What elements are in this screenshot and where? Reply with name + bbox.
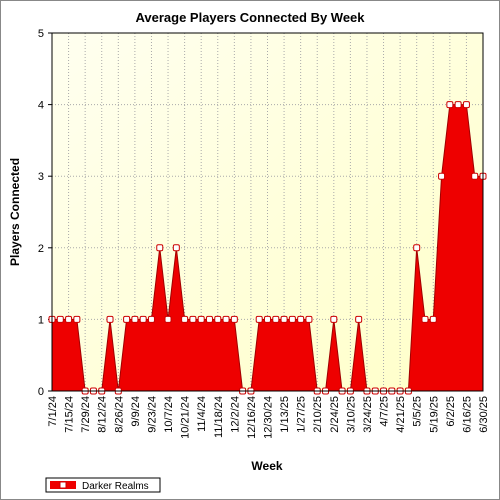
marker xyxy=(272,315,280,323)
x-tick-label: 12/30/24 xyxy=(263,396,275,439)
x-tick-label: 2/10/25 xyxy=(312,396,324,433)
legend-marker xyxy=(59,481,67,489)
y-tick-label: 3 xyxy=(38,171,44,183)
x-tick-label: 1/27/25 xyxy=(296,396,308,433)
x-tick-label: 10/21/24 xyxy=(180,396,192,439)
y-axis-label: Players Connected xyxy=(8,158,22,266)
x-tick-label: 6/30/25 xyxy=(478,396,490,433)
marker xyxy=(222,315,230,323)
marker xyxy=(230,315,238,323)
x-tick-label: 6/2/25 xyxy=(445,396,457,427)
x-tick-label: 5/19/25 xyxy=(428,396,440,433)
plot-border xyxy=(51,32,484,392)
marker xyxy=(123,315,131,323)
plot: 0 1 2 3 4 5 7/1/24 7/15/24 7/29/24 8/12/24 8/26/24… xyxy=(38,28,490,439)
x-tick-label: 8/26/24 xyxy=(113,396,125,433)
marker xyxy=(462,101,470,109)
marker xyxy=(471,172,479,180)
x-tick-label: 11/18/24 xyxy=(213,396,225,438)
x-tick-label: 8/12/24 xyxy=(97,396,109,433)
chart-title: Average Players Connected By Week xyxy=(135,10,365,25)
x-tick-label: 12/2/24 xyxy=(229,396,241,433)
x-tick-label: 10/7/24 xyxy=(163,396,175,433)
legend-label: Darker Realms xyxy=(82,481,149,492)
x-tick-label: 7/15/24 xyxy=(64,396,76,433)
area xyxy=(52,104,483,391)
marker xyxy=(131,315,139,323)
y-tick-label: 1 xyxy=(38,314,44,326)
marker xyxy=(181,315,189,323)
marker xyxy=(429,315,437,323)
marker xyxy=(73,315,81,323)
marker xyxy=(205,315,213,323)
marker xyxy=(189,315,197,323)
marker xyxy=(106,315,114,323)
y-tick-label: 2 xyxy=(38,243,44,255)
marker xyxy=(65,315,73,323)
marker xyxy=(280,315,288,323)
y-tick-label: 0 xyxy=(38,386,44,398)
marker xyxy=(330,315,338,323)
x-tick-label: 6/16/25 xyxy=(461,396,473,433)
x-axis-label: Week xyxy=(251,459,282,473)
x-tick-label: 1/13/25 xyxy=(279,396,291,433)
x-tick-label: 4/21/25 xyxy=(395,396,407,433)
x-tick-label: 4/7/25 xyxy=(379,396,391,427)
marker xyxy=(305,315,313,323)
marker xyxy=(421,315,429,323)
marker xyxy=(355,315,363,323)
x-tick-label: 9/23/24 xyxy=(146,396,158,433)
marker xyxy=(214,315,222,323)
x-tick-label: 3/24/25 xyxy=(362,396,374,433)
x-tick-label: 7/29/24 xyxy=(80,396,92,433)
marker xyxy=(288,315,296,323)
marker xyxy=(413,244,421,252)
x-tick-label: 12/16/24 xyxy=(246,396,258,439)
marker xyxy=(139,315,147,323)
marker xyxy=(264,315,271,323)
marker xyxy=(156,244,164,252)
marker xyxy=(297,315,305,323)
marker xyxy=(164,315,172,323)
y-tick-label: 4 xyxy=(38,100,44,112)
x-tick-label: 2/24/25 xyxy=(329,396,341,433)
x-tick-label: 11/4/24 xyxy=(196,396,208,432)
marker xyxy=(255,315,263,323)
marker xyxy=(56,315,64,323)
marker xyxy=(172,244,180,252)
marker xyxy=(446,101,454,109)
x-tick-label: 3/10/25 xyxy=(345,396,357,433)
x-tick-label: 9/9/24 xyxy=(130,396,142,427)
x-tick-label: 5/5/25 xyxy=(412,396,424,427)
marker xyxy=(438,172,446,180)
marker xyxy=(197,315,205,323)
marker xyxy=(147,315,155,323)
y-tick-label: 5 xyxy=(38,28,44,40)
x-tick-label: 7/1/24 xyxy=(47,396,59,427)
marker xyxy=(454,101,462,109)
